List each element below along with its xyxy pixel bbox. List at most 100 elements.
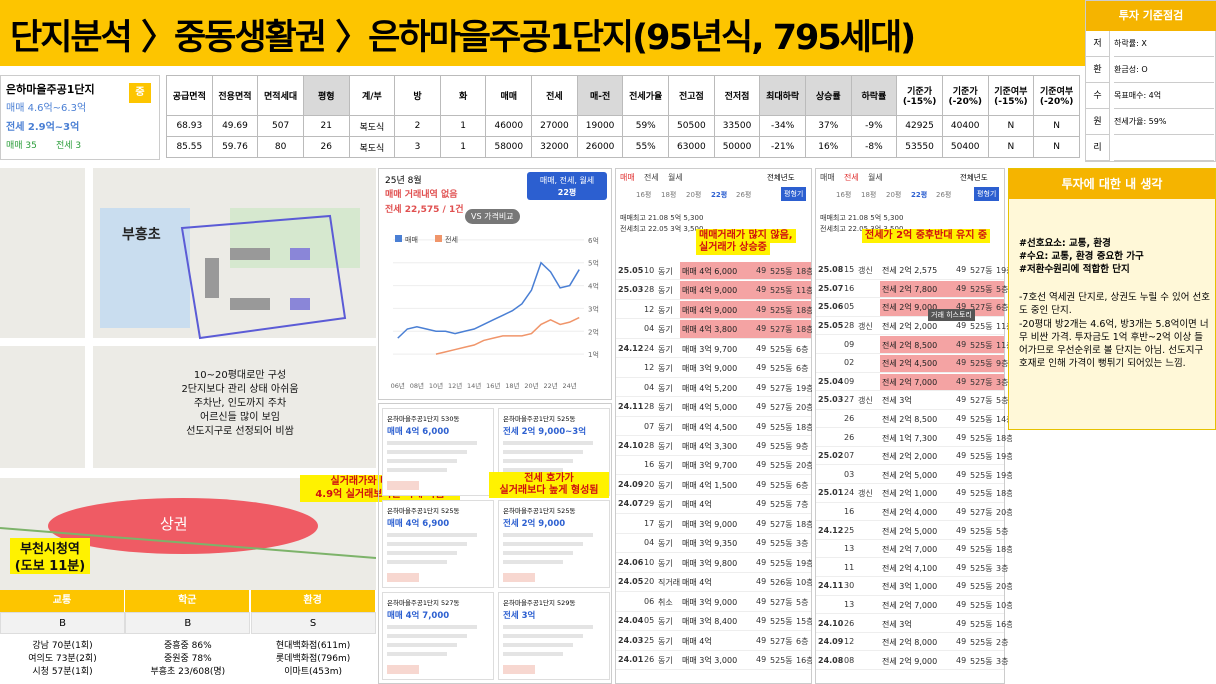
header-cell: 계/부 <box>348 75 396 116</box>
row-cell: 3층 <box>996 656 1009 666</box>
header-cell: 하락률 <box>850 75 898 116</box>
listing-line <box>503 468 563 472</box>
row-highlight <box>880 336 1004 353</box>
row-cell: 동기 <box>658 519 673 529</box>
size-tab: 20평 <box>886 191 902 199</box>
header-cell: 기준가(-15%) <box>896 75 943 116</box>
row-cell: 갱신 <box>858 396 873 406</box>
row-cell: 24.05 <box>618 577 644 587</box>
listing-line <box>387 450 467 454</box>
listing-line <box>387 634 467 638</box>
row-cell: 07 <box>644 421 655 431</box>
table-cell: N <box>1033 115 1080 137</box>
y-tick-label: 2억 <box>588 328 599 336</box>
row-cell: 24.12 <box>818 525 844 535</box>
row-cell: 49 <box>956 599 967 609</box>
row-cell: 525동 <box>970 619 993 629</box>
row-cell: 전세 2억 9,000 <box>882 303 938 313</box>
criteria-key: 원 <box>1086 109 1110 135</box>
station-label: (도보 11분) <box>10 555 90 574</box>
row-cell: 동기 <box>658 286 673 296</box>
map-building <box>290 248 310 260</box>
row-cell: 6층 <box>796 636 809 646</box>
transaction-row: 24.09 20 동기 매매 4억 1,500 49 525동 6층 <box>616 475 811 495</box>
x-tick-label: 18년 <box>505 381 519 390</box>
listing-card: 은하마을주공1단지 529동 전세 3억 <box>498 592 610 680</box>
size-tab: 18평 <box>861 191 877 199</box>
memo-panel: 투자에 대한 내 생각 #선호요소: 교통, 환경 #수요: 교통, 환경 중요한… <box>1008 168 1216 430</box>
row-cell: 49 <box>956 618 967 628</box>
row-cell: 49 <box>956 358 967 368</box>
map-building <box>230 298 270 310</box>
table-cell: 507 <box>257 115 304 137</box>
header-cell: 기준여부(-15%) <box>987 75 1035 116</box>
row-cell: 49 <box>956 339 967 349</box>
table-cell: 19000 <box>576 115 624 137</box>
sales-panel: 매매 전세 월세 전체년도 16평 18평 20평 22평 26평 평형기 매매최고 21.08 5… <box>615 168 812 684</box>
row-cell: 06 <box>644 596 655 606</box>
map-road <box>0 468 376 478</box>
row-cell: 동기 <box>658 383 673 393</box>
listing-card: 은하마을주공1단지 525동 전세 2억 9,000 <box>498 500 610 588</box>
map-building <box>230 248 270 260</box>
transaction-row: 04 동기 매매 4억 3,800 49 527동 18층 <box>616 319 812 339</box>
row-cell: 6층 <box>996 303 1009 313</box>
transaction-row: 07 동기 매매 4억 4,500 49 525동 18층 <box>616 417 812 437</box>
header-cell: 상승률 <box>804 75 852 116</box>
map-note: 주차난, 인도까지 주차 <box>193 398 287 409</box>
header-cell: 전저점 <box>713 75 761 116</box>
price-line <box>397 261 580 339</box>
row-highlight <box>880 354 1004 372</box>
row-cell: 16 <box>844 506 855 516</box>
x-tick-label: 12년 <box>448 381 462 390</box>
legend-swatch <box>395 235 402 242</box>
row-cell: 527동 <box>770 636 793 646</box>
table-cell: 53550 <box>896 136 943 158</box>
table-cell: -34% <box>759 115 806 137</box>
listing-tag <box>503 665 535 674</box>
table-cell: 85.55 <box>166 136 213 158</box>
row-cell: 24.09 <box>618 479 644 489</box>
row-cell: 갱신 <box>858 322 873 332</box>
row-cell: 525동 <box>770 500 793 510</box>
table-cell: 37% <box>804 115 852 137</box>
price-high: 전세최고 22.05 3억 3,500 <box>620 225 704 233</box>
row-cell: 20층 <box>996 507 1012 517</box>
listing-line <box>503 625 593 629</box>
row-cell: 03 <box>844 469 855 479</box>
tab: 매매 <box>820 173 835 182</box>
row-cell: 49 <box>756 518 767 528</box>
row-cell: 25.05 <box>818 321 844 331</box>
map-area <box>100 208 190 328</box>
row-cell: 매매 3억 3,000 <box>682 656 738 666</box>
size-button: 평형기 <box>974 187 1000 201</box>
row-cell: 전세 2억 7,000 <box>882 600 938 610</box>
row-cell: 11층 <box>996 340 1012 350</box>
row-cell: 49 <box>756 421 767 431</box>
row-cell: 525동 <box>970 600 993 610</box>
score-grade: B <box>0 612 125 634</box>
memo-tag: #선호요소: 교통, 환경 <box>1019 238 1111 249</box>
table-cell: 26000 <box>576 136 624 158</box>
price-chart-panel: 25년 8월 매매 거래내역 없음 전세 22,575 / 1건 VS 가격비교 매매,… <box>378 168 612 400</box>
row-cell: 전세 3억 1,000 <box>882 582 938 592</box>
y-tick-label: 1억 <box>588 351 599 359</box>
table-cell: 1 <box>439 115 487 137</box>
row-cell: 525동 <box>770 480 793 490</box>
row-highlight <box>680 262 811 280</box>
row-cell: 2층 <box>996 638 1009 648</box>
row-cell: 매매 4억 5,200 <box>682 383 738 393</box>
row-cell: 20 <box>644 479 655 489</box>
row-cell: 10층 <box>796 578 812 588</box>
criteria-text: 하락률: X <box>1114 31 1214 57</box>
row-cell: 취소 <box>658 597 673 607</box>
row-cell: 525동 <box>970 340 993 350</box>
row-cell: 525동 <box>970 322 993 332</box>
header-cell: 매매 <box>485 75 533 116</box>
listing-price: 매매 4억 6,900 <box>387 519 450 529</box>
row-cell: 525동 <box>770 461 793 471</box>
transaction-row: 24.10 28 동기 매매 4억 3,300 49 525동 9층 <box>616 436 811 456</box>
row-cell: 49 <box>756 285 767 295</box>
row-cell: 49 <box>756 304 767 314</box>
row-cell: 9층 <box>796 442 809 452</box>
